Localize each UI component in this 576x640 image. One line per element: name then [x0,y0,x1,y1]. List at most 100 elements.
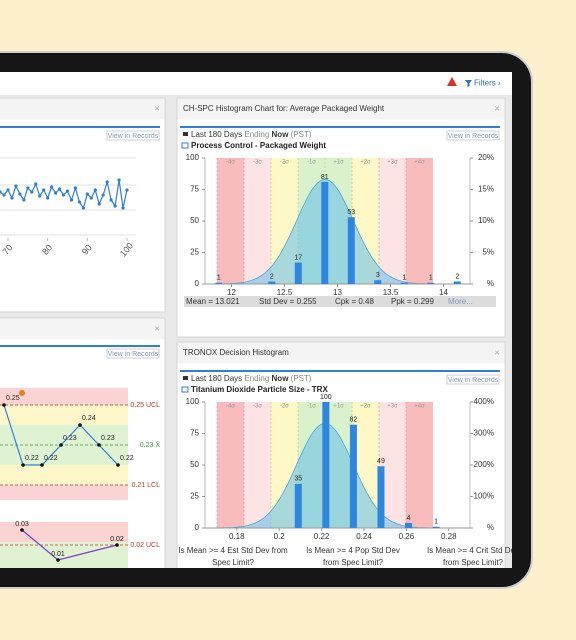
y-tick-label: 75 [190,185,199,194]
bar-label: 17 [294,254,302,261]
data-point [40,463,44,467]
range-label: 0.02 [110,536,124,543]
close-button[interactable]: × [154,323,159,333]
period-period: Last 180 Days [191,374,242,383]
bar-label: 49 [377,458,385,465]
x-tick-label: 90 [80,243,94,257]
close-button[interactable]: × [494,347,499,357]
zone-band [0,522,128,542]
bar [321,181,329,284]
limit-label: 0.02 UCL [130,542,160,549]
bar-label: 2 [270,273,274,280]
period-period: Last 180 Days [191,130,242,139]
data-point [85,192,89,196]
view-in-records[interactable]: View in Records [108,133,159,140]
data-point [42,188,46,192]
data-point [113,204,117,208]
warning-icon[interactable] [447,77,457,86]
bar [400,282,408,284]
data-point [109,198,113,202]
range-point [115,543,119,547]
limit-label: 0.21 LCL [132,482,161,489]
stat: Mean = 13.021 [186,297,240,306]
limit-label: 0.23 X̄ [140,441,161,449]
sigma-label: +1σ [333,160,344,166]
view-in-records[interactable]: View in Records [448,377,499,384]
x-tick-label: 0.2 [274,532,286,541]
sigma-band [379,158,406,284]
bar-label: 53 [347,209,355,216]
close-button[interactable]: × [494,103,499,113]
data-point [121,206,125,210]
y-tick-label: 25 [190,492,199,501]
view-button[interactable] [106,348,160,359]
data-label: 0.22 [44,455,58,462]
question: Is Mean >= 4 Est Std Dev from [178,546,288,555]
sigma-band [217,402,244,528]
bar-label: 2 [455,273,459,280]
data-label: 0.22 [120,455,134,462]
view-button[interactable] [446,374,500,385]
bar [268,281,276,284]
sigma-label: +3σ [387,160,398,166]
sigma-label: +3σ [387,404,398,410]
y2-tick-label: 5% [482,248,494,257]
x-tick-label: 0.26 [399,532,415,541]
range-label: 0.01 [51,551,65,558]
view-in-records[interactable]: View in Records [108,351,159,358]
view-button[interactable] [106,130,160,141]
data-point [77,200,81,204]
y2-tick-label: 200% [474,460,494,469]
filters-button[interactable]: Filters › [474,79,501,88]
stat: Ppk = 0.299 [391,297,434,306]
question: from Spec Limit? [323,558,384,567]
data-point [105,180,109,184]
panel-accent [180,370,500,372]
data-point [81,206,85,210]
sigma-label: -3σ [253,160,262,166]
data-point [97,202,101,206]
close-button[interactable]: × [154,103,159,113]
y2-tick-label: 100% [474,492,494,501]
y-tick-label: 0 [195,523,200,532]
bar-label: 35 [294,476,302,483]
view-button[interactable] [446,130,500,141]
data-point [6,188,10,192]
filter-icon[interactable] [465,80,472,87]
bar-label: 1 [429,275,433,282]
data-point [54,191,58,195]
data-point [57,187,62,191]
data-point [73,186,78,190]
data-point [116,463,120,467]
limit-label: 0.25 UCL [130,402,160,409]
data-point [26,186,30,190]
zone-band [0,485,128,500]
data-point [10,196,14,200]
chart-icon [181,386,189,393]
data-label: 0.23 [101,435,115,442]
x-tick-label: 70 [0,243,14,257]
panel [0,97,166,313]
question: from Spec Limit? [443,558,504,567]
x-tick-label: 14 [439,288,448,297]
bar [349,424,357,528]
panel-accent [180,126,500,128]
bar [347,217,355,284]
panel-accent [0,345,160,347]
bar-label: 4 [407,515,411,522]
bar [453,281,461,284]
y2-tick-label: 10% [478,216,494,225]
range-point [20,528,24,532]
y2-tick-label: 15% [478,185,494,194]
data-point [34,182,38,186]
y2-tick-label: 400% [474,397,494,406]
question: Is Mean >= 4 Crit Std Dev [427,546,519,555]
y2-tick-label: 20% [478,153,494,162]
data-point [97,443,101,447]
view-in-records[interactable]: View in Records [448,133,499,140]
x-tick-label: 0.18 [229,532,245,541]
bar-label: 100 [320,394,332,401]
more-link[interactable]: More... [448,297,473,306]
chart-icon [181,142,189,149]
